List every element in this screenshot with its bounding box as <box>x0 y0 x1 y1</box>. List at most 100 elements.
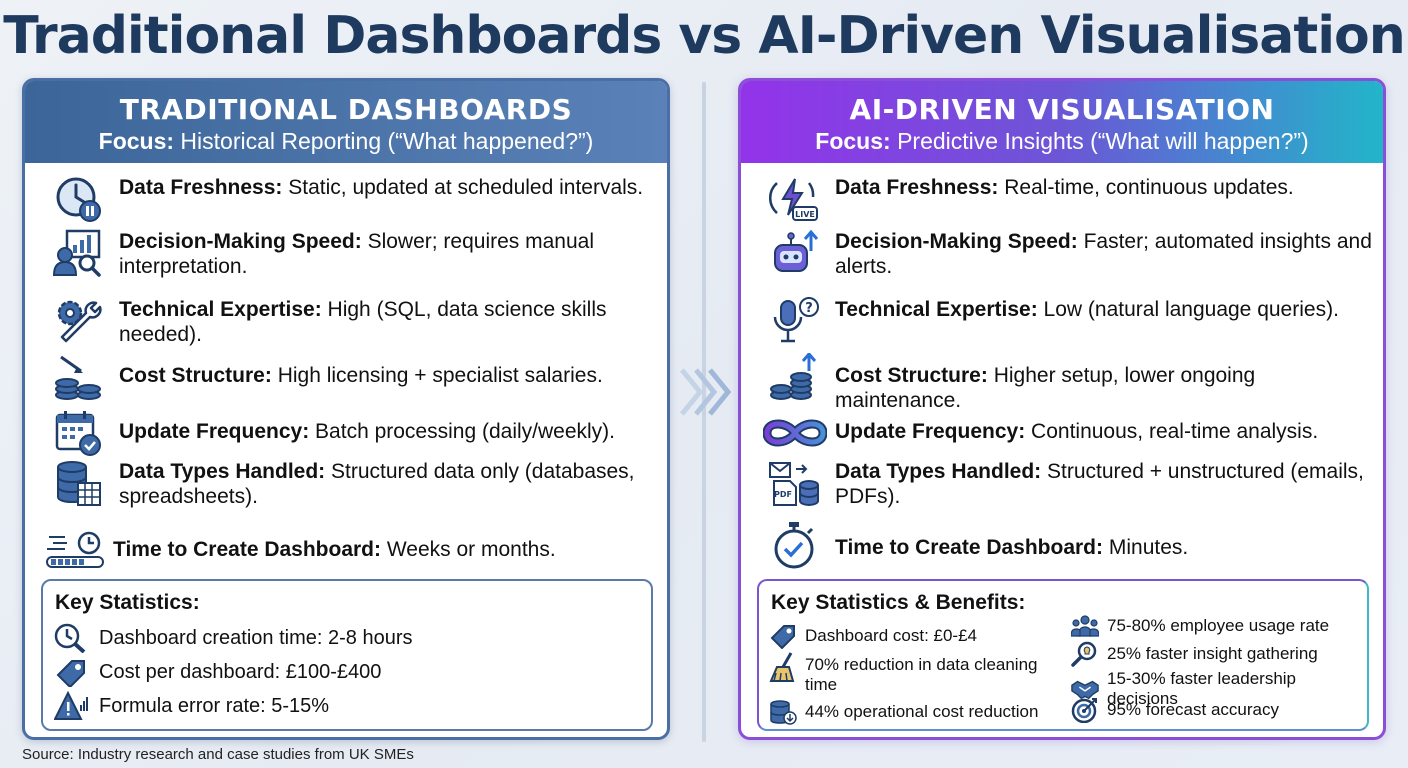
stat-text: 15-30% faster leadership decisions <box>1107 669 1297 708</box>
row-label: Data Types Handled: <box>119 460 326 483</box>
traditional-key-statistics: Key Statistics: Dashboard creation time:… <box>41 579 653 731</box>
ai-heading: AI-DRIVEN VISUALISATION <box>849 93 1275 126</box>
stat-item: 95% forecast accuracy <box>1071 697 1279 723</box>
coins-down-icon <box>51 353 105 401</box>
row-text: High (SQL, data science skills needed). <box>119 298 607 346</box>
robot-arrow-icon <box>767 229 821 277</box>
ai-panel: AI-DRIVEN VISUALISATION Focus: Predictiv… <box>738 78 1386 740</box>
row-data-types: Data Types Handled: Structured data only… <box>25 459 665 509</box>
ai-header: AI-DRIVEN VISUALISATION Focus: Predictiv… <box>741 81 1383 163</box>
magnifier-bulb-icon <box>1071 641 1099 667</box>
stat-text: Dashboard cost: £0-£4 <box>805 626 977 645</box>
stat-text: 44% operational cost reduction <box>805 702 1039 721</box>
stat-item: Dashboard creation time: 2-8 hours <box>53 623 413 653</box>
stat-text: Cost per dashboard: £100-£400 <box>99 660 382 683</box>
svg-text:PDF: PDF <box>774 490 792 499</box>
stat-text: 75-80% employee usage rate <box>1107 616 1330 635</box>
row-data-freshness: LIVE Data Freshness: Real-time, continuo… <box>741 175 1381 223</box>
stat-item: Formula error rate: 5-15% <box>53 691 329 721</box>
timer-progress-icon <box>45 527 105 575</box>
stat-item: Cost per dashboard: £100-£400 <box>53 657 381 687</box>
clock-hammer-icon <box>53 623 89 653</box>
row-label: Data Freshness: <box>119 176 283 199</box>
row-update-frequency: Update Frequency: Batch processing (dail… <box>25 409 665 457</box>
focus-label: Focus: <box>815 128 891 154</box>
row-text: Weeks or months. <box>386 538 556 561</box>
row-label: Update Frequency: <box>835 420 1026 443</box>
price-tag-icon <box>769 623 797 649</box>
traditional-panel: TRADITIONAL DASHBOARDS Focus: Historical… <box>22 78 670 740</box>
row-text: Batch processing (daily/weekly). <box>315 420 616 443</box>
stat-item: 75-80% employee usage rate <box>1071 613 1329 639</box>
row-text: High licensing + specialist salaries. <box>277 364 603 387</box>
row-label: Data Freshness: <box>835 176 999 199</box>
row-text: Higher setup, lower ongoing maintenance. <box>835 364 1256 412</box>
row-text: Real-time, continuous updates. <box>1004 176 1294 199</box>
row-cost-structure: Cost Structure: High licensing + special… <box>25 353 665 401</box>
row-label: Technical Expertise: <box>835 298 1038 321</box>
target-icon <box>1071 697 1099 723</box>
chevron-right-icon <box>680 368 732 416</box>
focus-text: Historical Reporting (“What happened?”) <box>180 128 594 154</box>
row-cost-structure: Cost Structure: Higher setup, lower ongo… <box>741 353 1381 413</box>
row-time-to-create: Time to Create Dashboard: Minutes. <box>741 521 1381 569</box>
row-label: Update Frequency: <box>119 420 310 443</box>
row-text: Static, updated at scheduled intervals. <box>288 176 644 199</box>
traditional-header: TRADITIONAL DASHBOARDS Focus: Historical… <box>25 81 667 163</box>
row-time-to-create: Time to Create Dashboard: Weeks or month… <box>25 527 665 575</box>
people-group-icon <box>1071 613 1099 639</box>
focus-label: Focus: <box>98 128 175 154</box>
traditional-focus: Focus: Historical Reporting (“What happe… <box>25 128 667 155</box>
stat-item: 25% faster insight gathering <box>1071 641 1318 667</box>
row-text: Minutes. <box>1108 536 1189 559</box>
price-tag-icon <box>53 657 89 687</box>
row-text: Structured data only (databases, spreads… <box>119 460 635 508</box>
row-text: Low (natural language queries). <box>1043 298 1339 321</box>
coins-up-icon <box>767 353 821 401</box>
row-update-frequency: Update Frequency: Continuous, real-time … <box>741 409 1381 457</box>
analyst-chart-icon <box>51 229 105 277</box>
row-text: Structured + unstructured (emails, PDFs)… <box>835 460 1364 508</box>
focus-text: Predictive Insights (“What will happen?”… <box>897 128 1309 154</box>
svg-text:LIVE: LIVE <box>795 210 815 219</box>
email-pdf-database-icon: PDF <box>767 459 821 507</box>
row-label: Decision-Making Speed: <box>119 230 362 253</box>
row-decision-speed: Decision-Making Speed: Slower; requires … <box>25 229 665 279</box>
page-title: Traditional Dashboards vs AI-Driven Visu… <box>3 6 1406 66</box>
row-label: Cost Structure: <box>835 364 988 387</box>
row-label: Decision-Making Speed: <box>835 230 1078 253</box>
wrench-gear-icon <box>51 297 105 345</box>
row-technical-expertise: ? Technical Expertise: Low (natural lang… <box>741 297 1381 345</box>
row-decision-speed: Decision-Making Speed: Faster; automated… <box>741 229 1381 279</box>
row-data-types: PDF Data Types Handled: Structured + uns… <box>741 459 1381 509</box>
stats-title: Key Statistics & Benefits: <box>771 591 1026 614</box>
stat-text: 70% reduction in data cleaning time <box>805 655 1038 694</box>
row-label: Data Types Handled: <box>835 460 1042 483</box>
stat-text: Formula error rate: 5-15% <box>99 694 330 717</box>
stat-item: 15-30% faster leadership decisions <box>1071 669 1367 709</box>
live-bolt-icon: LIVE <box>767 175 821 223</box>
warning-chart-icon <box>53 691 89 721</box>
infinity-icon <box>763 409 827 457</box>
ai-focus: Focus: Predictive Insights (“What will h… <box>741 128 1383 155</box>
broom-icon <box>769 652 797 682</box>
microphone-question-icon: ? <box>767 297 821 345</box>
stat-text: 25% faster insight gathering <box>1107 644 1318 663</box>
source-note: Source: Industry research and case studi… <box>22 746 414 763</box>
clock-pause-icon <box>51 175 105 223</box>
svg-text:?: ? <box>805 301 813 316</box>
stopwatch-check-icon <box>767 521 821 569</box>
traditional-heading: TRADITIONAL DASHBOARDS <box>119 93 573 126</box>
calendar-check-icon <box>51 409 105 457</box>
row-text: Continuous, real-time analysis. <box>1031 420 1319 443</box>
handshake-icon <box>1071 676 1099 702</box>
panel-divider <box>702 82 706 742</box>
stats-title: Key Statistics: <box>55 591 200 614</box>
row-label: Cost Structure: <box>119 364 272 387</box>
stat-item: 44% operational cost reduction <box>769 699 1059 725</box>
row-technical-expertise: Technical Expertise: High (SQL, data sci… <box>25 297 665 347</box>
ai-key-statistics: Key Statistics & Benefits: Dashboard cos… <box>757 579 1369 731</box>
database-down-icon <box>769 699 797 725</box>
stat-text: Dashboard creation time: 2-8 hours <box>99 626 413 649</box>
row-text: Faster; automated insights and alerts. <box>835 230 1372 278</box>
